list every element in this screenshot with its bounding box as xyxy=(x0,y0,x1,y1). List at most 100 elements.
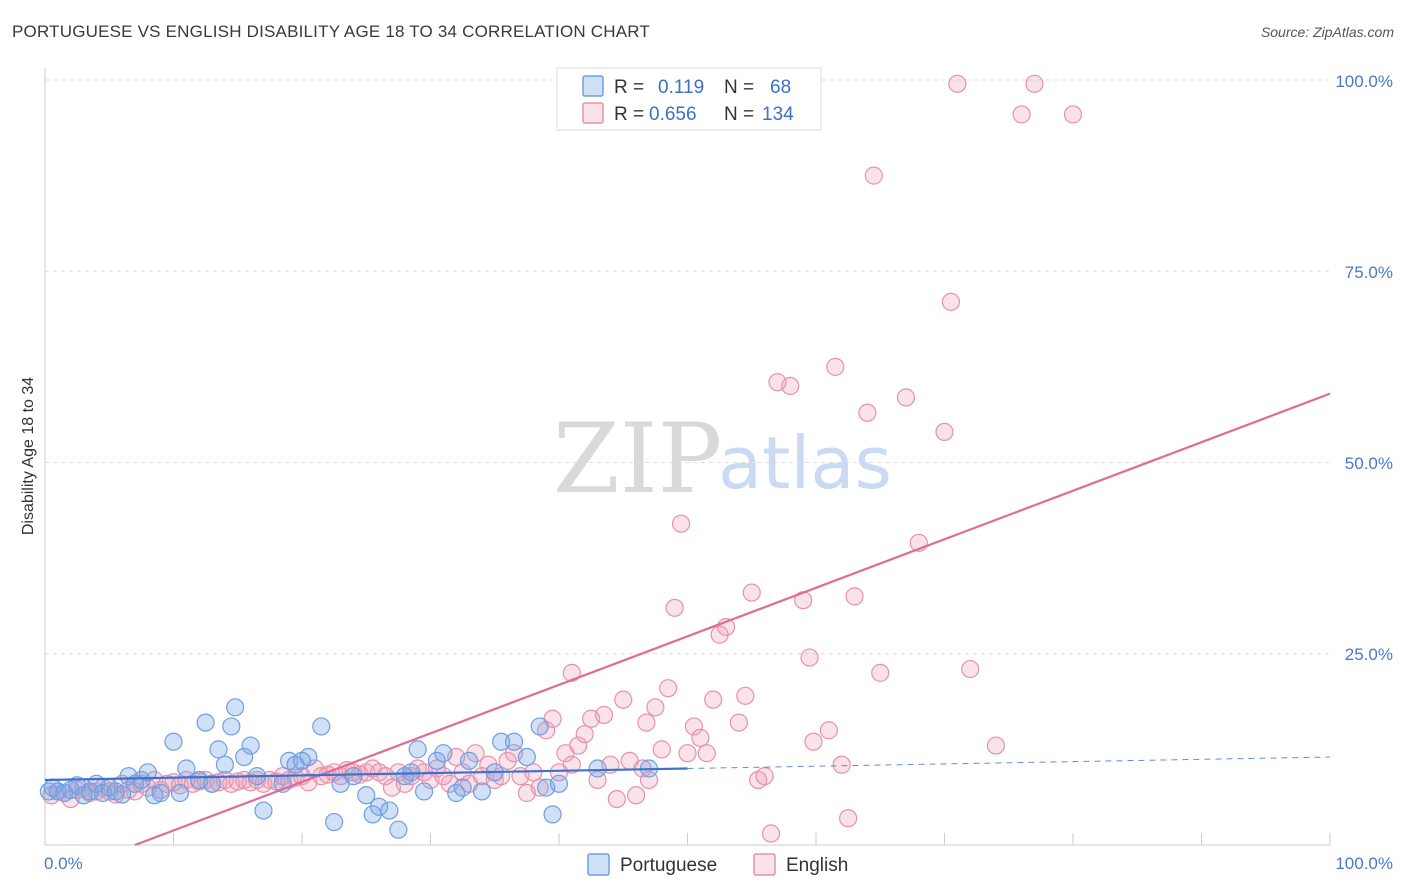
point-english-81 xyxy=(562,755,581,774)
series-legend-swatch-english xyxy=(753,853,776,876)
point-portuguese-12 xyxy=(112,785,132,804)
trend-line-portuguese xyxy=(44,767,688,782)
point-portuguese-52 xyxy=(434,744,453,763)
series-legend-label-english: English xyxy=(786,855,848,876)
y-axis-label: Disability Age 18 to 34 xyxy=(20,377,37,535)
point-portuguese-58 xyxy=(492,732,511,751)
point-english-76 xyxy=(530,778,549,797)
point-portuguese-26 xyxy=(215,755,234,774)
point-english-129 xyxy=(935,422,954,441)
legend-r-label-portuguese: R = xyxy=(614,77,644,98)
point-portuguese-45 xyxy=(380,801,399,820)
point-portuguese-55 xyxy=(459,751,479,770)
point-portuguese-39 xyxy=(325,812,344,832)
point-english-127 xyxy=(896,388,916,407)
legend-r-label-english: R = xyxy=(614,104,644,125)
axis-layer xyxy=(44,68,1331,846)
trend-line-english xyxy=(134,392,1331,847)
point-portuguese-24 xyxy=(202,774,222,793)
point-english-134 xyxy=(1012,105,1031,124)
legend-r-value-portuguese: 0.119 xyxy=(658,77,704,98)
chart-source: Source: ZipAtlas.com xyxy=(1260,24,1394,40)
point-english-132 xyxy=(961,659,980,679)
point-english-87 xyxy=(594,705,614,725)
legend-swatch-portuguese xyxy=(582,75,604,97)
point-english-96 xyxy=(646,698,665,717)
point-english-84 xyxy=(562,663,581,682)
x-tick-labels: 0.0% 100.0% xyxy=(44,854,1393,873)
point-english-125 xyxy=(864,166,883,185)
point-portuguese-50 xyxy=(414,782,434,801)
point-portuguese-64 xyxy=(549,774,569,793)
point-english-82 xyxy=(569,736,588,755)
point-english-124 xyxy=(858,403,877,422)
point-english-122 xyxy=(839,809,858,828)
point-portuguese-61 xyxy=(530,717,549,736)
point-english-117 xyxy=(800,648,819,667)
point-english-136 xyxy=(1063,105,1083,124)
trend-line-portuguese-extension xyxy=(687,756,1331,769)
point-portuguese-49 xyxy=(408,740,427,759)
point-english-133 xyxy=(986,736,1006,755)
point-portuguese-25 xyxy=(209,740,228,759)
point-english-108 xyxy=(729,713,749,732)
y-tick-label-100: 100.0% xyxy=(1335,72,1393,91)
point-english-105 xyxy=(704,690,723,709)
point-portuguese-46 xyxy=(389,820,408,839)
series-legend: Portuguese English xyxy=(587,853,848,876)
point-english-92 xyxy=(626,786,646,805)
legend-r-value-english: 0.656 xyxy=(649,104,697,125)
point-english-83 xyxy=(575,724,594,744)
point-english-119 xyxy=(819,721,838,740)
trend-layer xyxy=(44,392,1331,847)
point-english-110 xyxy=(742,583,761,602)
point-english-98 xyxy=(659,679,678,698)
point-portuguese-30 xyxy=(241,736,260,755)
point-portuguese-38 xyxy=(312,717,331,736)
point-english-121 xyxy=(832,755,851,774)
point-portuguese-20 xyxy=(170,783,190,803)
chart-title: PORTUGUESE VS ENGLISH DISABILITY AGE 18 … xyxy=(12,22,651,41)
y-tick-labels: 25.0% 50.0% 75.0% 100.0% xyxy=(1335,72,1393,664)
legend-n-value-english: 134 xyxy=(762,104,794,125)
point-portuguese-23 xyxy=(196,713,215,732)
x-tick-label-100: 100.0% xyxy=(1335,854,1393,873)
point-english-101 xyxy=(678,744,697,763)
point-english-130 xyxy=(941,292,961,311)
point-portuguese-56 xyxy=(472,782,491,801)
point-english-90 xyxy=(614,690,633,709)
grid-layer xyxy=(45,79,1330,655)
point-portuguese-42 xyxy=(357,786,376,805)
point-portuguese-19 xyxy=(164,732,183,751)
y-tick-label-50: 50.0% xyxy=(1345,454,1393,473)
stats-legend: R = 0.119 N = 68 R = 0.656 N = 134 xyxy=(556,67,822,131)
point-english-135 xyxy=(1025,74,1044,93)
stats-legend-box xyxy=(556,67,822,131)
legend-swatch-english xyxy=(582,102,604,124)
series-legend-swatch-portuguese xyxy=(587,853,610,876)
point-english-89 xyxy=(607,789,626,809)
point-english-112 xyxy=(755,767,774,786)
legend-n-label-portuguese: N = xyxy=(724,77,754,98)
point-portuguese-60 xyxy=(517,747,536,767)
point-english-102 xyxy=(684,717,704,736)
point-english-123 xyxy=(845,587,864,606)
point-portuguese-28 xyxy=(226,698,245,717)
point-portuguese-54 xyxy=(453,778,472,797)
point-english-99 xyxy=(665,598,684,617)
point-portuguese-18 xyxy=(151,783,170,803)
point-portuguese-59 xyxy=(504,732,524,751)
point-portuguese-16 xyxy=(138,763,157,782)
y-tick-label-75: 75.0% xyxy=(1345,263,1393,282)
point-english-103 xyxy=(691,728,710,748)
watermark: ZIP atlas xyxy=(553,403,892,515)
point-portuguese-32 xyxy=(254,801,273,820)
point-english-115 xyxy=(781,376,800,396)
legend-n-value-portuguese: 68 xyxy=(770,77,791,98)
watermark-zip: ZIP xyxy=(553,403,722,515)
legend-n-label-english: N = xyxy=(724,104,754,125)
point-english-126 xyxy=(871,663,890,682)
point-portuguese-29 xyxy=(235,747,254,767)
point-english-131 xyxy=(948,74,967,93)
